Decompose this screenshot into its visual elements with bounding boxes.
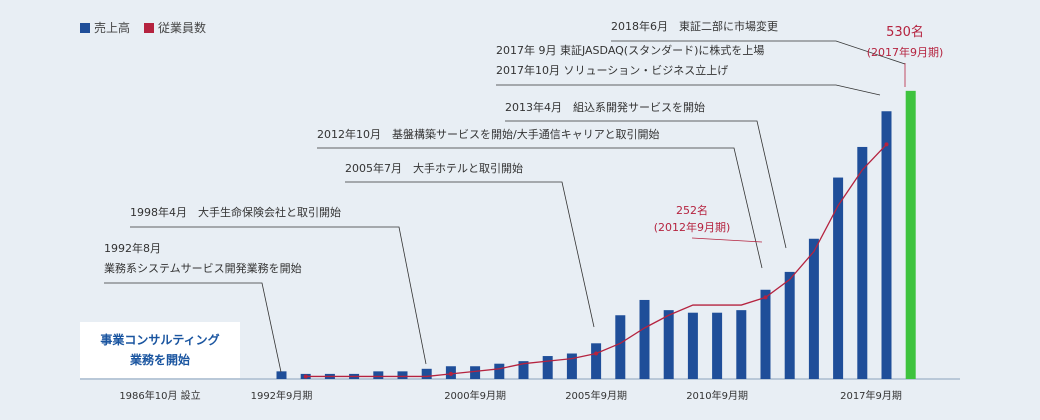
milestone-leader-6 xyxy=(611,40,906,65)
pre-history-box: 事業コンサルティング 業務を開始 xyxy=(80,322,240,378)
milestone-leader-0 xyxy=(104,282,282,373)
callout-text-1-1: (2017年9月期) xyxy=(867,45,944,59)
legend-item-employees: 従業員数 xyxy=(144,19,206,36)
bar-sales-15 xyxy=(639,299,650,379)
milestone-text-5-0: 2017年 9月 東証JASDAQ(スタンダード)に株式を上場 xyxy=(496,43,764,57)
bar-sales-11 xyxy=(542,356,553,379)
bar-sales-18 xyxy=(712,312,723,379)
bar-sales-23 xyxy=(833,177,844,379)
callout-text-1-0: 530名 xyxy=(886,24,924,40)
x-label-4: 2010年9月期 xyxy=(686,389,748,402)
legend-swatch-sales xyxy=(80,22,90,33)
bar-sales-19 xyxy=(736,310,747,379)
callout-text-0-1: (2012年9月期) xyxy=(654,220,731,234)
employee-marker-3 xyxy=(763,295,768,300)
milestone-text-0-1: 業務系システムサービス開発業務を開始 xyxy=(104,261,302,275)
milestone-leader-1 xyxy=(130,226,427,365)
bar-sales-17 xyxy=(687,312,698,379)
employee-marker-0 xyxy=(303,374,308,379)
bar-sales-14 xyxy=(615,315,626,379)
x-label-3: 2005年9月期 xyxy=(565,389,627,402)
bar-sales-6 xyxy=(421,368,432,379)
employee-marker-4 xyxy=(884,142,889,147)
legend: 売上高 従業員数 xyxy=(80,19,206,36)
milestone-leader-5 xyxy=(496,84,881,96)
legend-label-sales: 売上高 xyxy=(94,21,131,35)
employee-marker-1 xyxy=(448,371,453,376)
bar-sales-4 xyxy=(373,371,384,379)
legend-swatch-employees xyxy=(144,22,155,33)
bar-sales-13 xyxy=(591,343,602,379)
milestone-text-3-0: 2012年10月 基盤構築サービスを開始/大手通信キャリアと取引開始 xyxy=(317,127,659,141)
bar-sales-0 xyxy=(276,371,287,379)
legend-item-sales: 売上高 xyxy=(80,19,130,36)
bar-sales-9 xyxy=(494,363,505,379)
bar-sales-12 xyxy=(566,353,577,379)
milestone-leader-4 xyxy=(505,120,787,249)
milestone-text-4-0: 2013年4月 組込系開発サービスを開始 xyxy=(505,100,705,114)
bar-sales-20 xyxy=(760,289,771,379)
callout-leader-0 xyxy=(691,237,763,243)
milestone-leader-2 xyxy=(345,181,595,328)
legend-label-employees: 従業員数 xyxy=(158,21,207,35)
x-label-0: 1986年10月 設立 xyxy=(119,389,200,402)
employee-marker-2 xyxy=(594,351,599,356)
milestone-text-2-0: 2005年7月 大手ホテルと取引開始 xyxy=(345,161,523,175)
x-label-5: 2017年9月期 xyxy=(840,389,902,402)
bar-highlight xyxy=(905,90,916,379)
bar-sales-5 xyxy=(397,371,408,379)
line-employees xyxy=(305,143,887,378)
pre-history-line2: 業務を開始 xyxy=(129,353,190,367)
milestone-text-6-0: 2018年6月 東証二部に市場変更 xyxy=(611,19,778,33)
bar-sales-21 xyxy=(784,271,795,379)
bar-sales-16 xyxy=(663,310,674,379)
milestone-text-5-1: 2017年10月 ソリューション・ビジネス立上げ xyxy=(496,63,728,77)
pre-history-line1: 事業コンサルティング xyxy=(100,333,220,347)
bar-sales-24 xyxy=(857,146,868,379)
bar-sales-10 xyxy=(518,361,529,379)
x-label-2: 2000年9月期 xyxy=(444,389,506,402)
milestone-text-0-0: 1992年8月 xyxy=(104,241,161,255)
x-label-1: 1992年9月期 xyxy=(251,389,313,402)
bar-sales-8 xyxy=(470,366,481,379)
bar-sales-25 xyxy=(881,111,892,379)
callout-text-0-0: 252名 xyxy=(676,203,708,217)
milestone-leader-3 xyxy=(317,147,763,269)
milestone-text-1-0: 1998年4月 大手生命保険会社と取引開始 xyxy=(130,205,341,219)
bar-sales-22 xyxy=(808,238,819,379)
